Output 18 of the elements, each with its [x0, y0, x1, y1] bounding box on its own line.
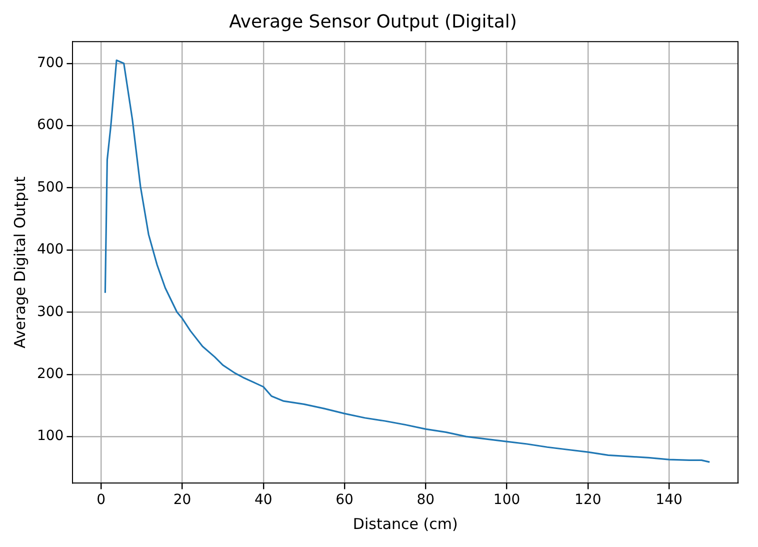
x-tick-label: 0 [96, 492, 106, 508]
y-tick-label: 400 [36, 242, 64, 258]
y-tick-label: 500 [36, 179, 64, 196]
x-tick-label: 60 [336, 492, 354, 508]
y-tick-label: 700 [36, 55, 64, 72]
x-axis-title: Distance (cm) [352, 514, 458, 533]
y-tick-label: 300 [36, 304, 64, 320]
x-tick-label: 20 [173, 492, 192, 508]
y-tick-label: 200 [36, 366, 64, 382]
chart-title: Average Sensor Output (Digital) [229, 11, 517, 32]
x-tick-label: 120 [574, 492, 602, 508]
x-tick-label: 80 [416, 492, 435, 508]
x-tick-label: 100 [493, 492, 520, 508]
y-axis-title: Average Digital Output [10, 176, 29, 348]
y-tick-label: 600 [36, 117, 64, 134]
x-tick-label: 140 [656, 492, 682, 508]
y-tick-label: 100 [36, 428, 64, 444]
x-tick-label: 40 [254, 492, 272, 508]
